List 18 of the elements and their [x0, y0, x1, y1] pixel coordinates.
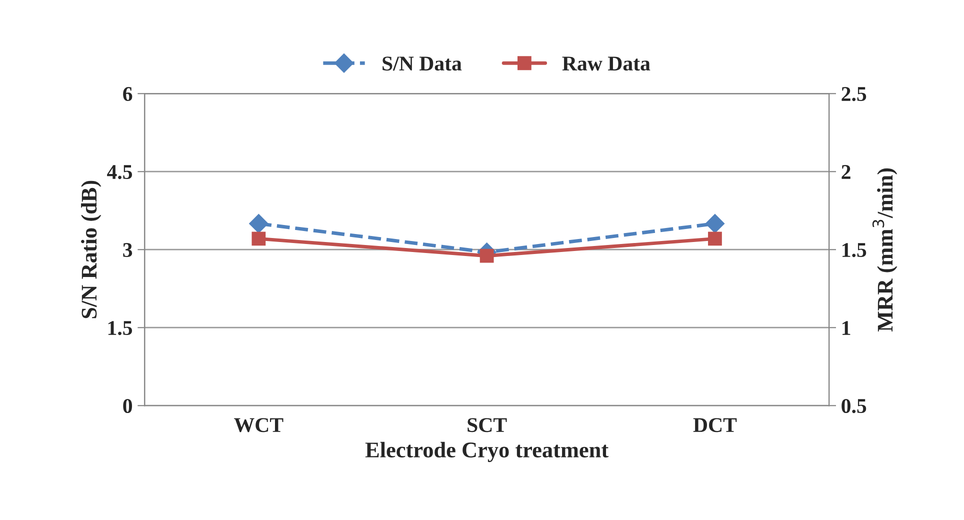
y2-axis-title: MRR (mm$^{3}$/min) [872, 168, 898, 332]
y2-tick-label: 2 [842, 165, 850, 179]
y2-tick-label: 1.5 [842, 243, 866, 258]
y-axis-title: S/N Ratio (dB) [81, 180, 102, 318]
y2-tick-label: 1 [842, 321, 850, 335]
y2-tick-label: 0.5 [842, 398, 866, 414]
y-tick-label: 6 [123, 87, 132, 102]
y-tick-label: 4.5 [107, 165, 132, 180]
legend-label: Raw Data [562, 56, 650, 71]
x-axis-title: Electrode Cryo treatment [365, 442, 608, 462]
y-tick-label: 3 [123, 243, 132, 258]
legend-label: S/N Data [382, 56, 462, 71]
x-tick-label: DCT [693, 418, 737, 432]
y-tick-label: 1.5 [108, 321, 132, 336]
x-tick-label: WCT [234, 418, 284, 432]
y2-tick-label: 2.5 [842, 87, 866, 102]
x-tick-label: SCT [468, 418, 507, 432]
y-tick-label: 0 [123, 398, 132, 414]
